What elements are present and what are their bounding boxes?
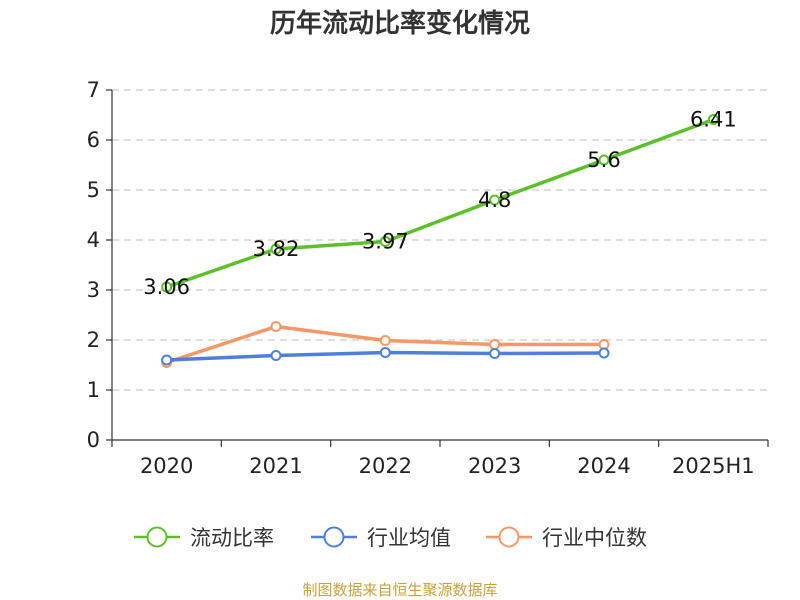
legend-item: 行业中位数: [486, 526, 647, 550]
data-point: [161, 354, 173, 366]
data-label: 6.41: [690, 108, 737, 132]
y-tick-label: 0: [87, 428, 100, 452]
data-label: 4.8: [478, 188, 511, 212]
series-2: [161, 347, 610, 366]
y-tick-label: 2: [87, 328, 100, 352]
x-tick-label: 2025H1: [672, 454, 755, 478]
x-tick-label: 2023: [468, 454, 521, 478]
data-point: [379, 347, 391, 358]
source-note: 制图数据来自恒生聚源数据库: [302, 581, 497, 599]
series-3: [161, 321, 610, 368]
y-tick-label: 4: [87, 228, 100, 252]
series-line: [166, 117, 714, 289]
legend: 流动比率 行业均值 行业中位数: [134, 526, 647, 550]
series-1: 3.06 3.82 3.97 4.8 5.6 6.41: [143, 108, 736, 300]
data-point: [379, 236, 391, 247]
legend-marker-icon: [498, 526, 520, 548]
y-tick-label: 5: [87, 178, 100, 202]
y-tick-label: 1: [87, 378, 100, 402]
axes: 0 1 2 3 4 5 6 7 2020 2021 2022 2023 2024 2025H1: [87, 78, 769, 478]
data-point: [270, 243, 282, 255]
y-tick-label: 3: [87, 278, 100, 302]
legend-marker-icon: [146, 526, 168, 548]
chart-title: 历年流动比率变化情况: [270, 8, 530, 39]
x-tick-label: 2020: [140, 454, 193, 478]
legend-label: 流动比率: [190, 526, 274, 550]
grid-lines: [112, 89, 768, 391]
data-label: 5.6: [587, 148, 620, 172]
data-label: 3.82: [253, 237, 300, 261]
legend-marker-icon: [323, 526, 345, 548]
data-point: [489, 348, 501, 359]
data-point: [598, 347, 610, 359]
x-tick-label: 2021: [249, 454, 302, 478]
x-tick-label: 2022: [359, 454, 412, 478]
data-label: 3.97: [362, 230, 409, 254]
y-tick-label: 6: [87, 128, 100, 152]
data-point: [379, 335, 391, 346]
data-label: 3.06: [143, 275, 190, 299]
legend-item: 行业均值: [311, 526, 451, 550]
legend-label: 行业中位数: [542, 526, 647, 550]
data-point: [270, 350, 282, 361]
data-point: [598, 154, 610, 166]
data-point: [161, 281, 173, 293]
data-point: [489, 339, 501, 350]
data-point: [707, 114, 719, 125]
legend-label: 行业均值: [367, 526, 451, 550]
x-tick-label: 2024: [577, 454, 630, 478]
y-tick-label: 7: [87, 78, 100, 102]
data-point: [270, 321, 282, 332]
data-point: [489, 194, 501, 206]
legend-item: 流动比率: [134, 526, 274, 550]
series-group: 3.06 3.82 3.97 4.8 5.6 6.41: [143, 108, 737, 368]
